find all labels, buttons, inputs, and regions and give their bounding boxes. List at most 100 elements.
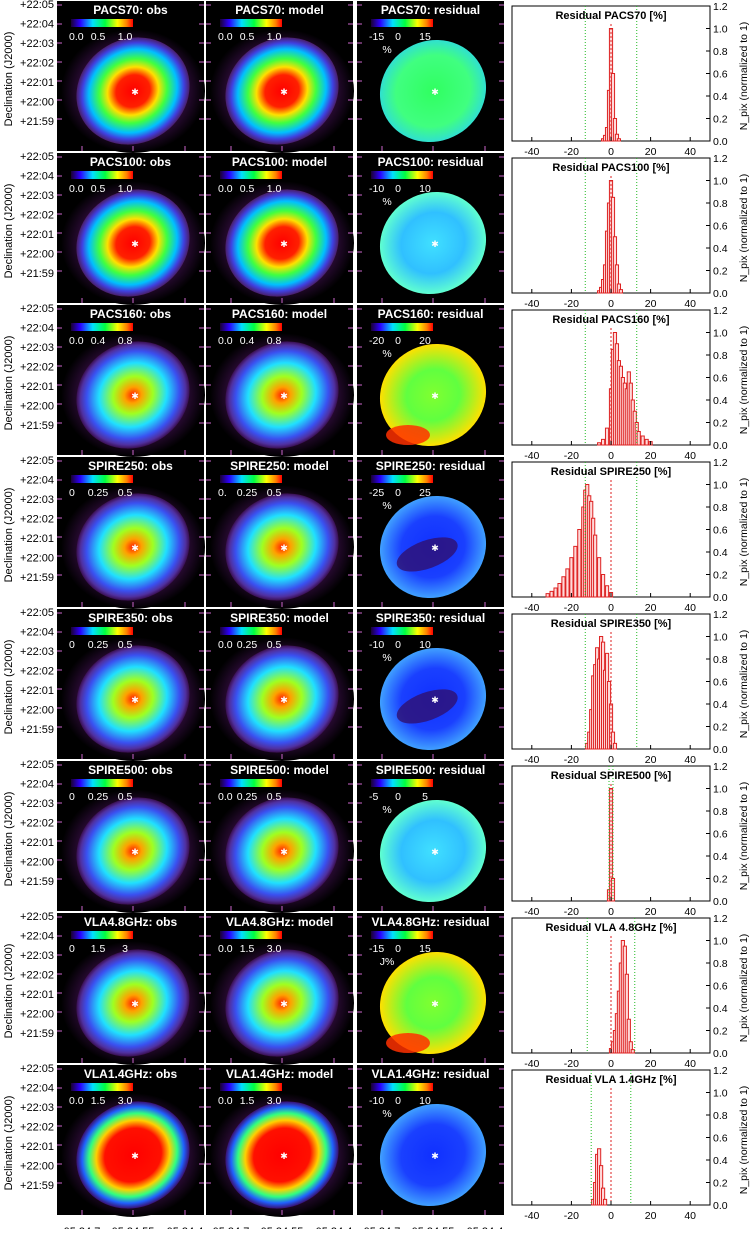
dec-axis-label: Declination (J2000) xyxy=(3,1096,15,1191)
colorbar-tick-label: -10 xyxy=(369,1095,384,1107)
colorbar-tick-label: -5 xyxy=(369,791,378,803)
dec-tick-label: +22:01 xyxy=(20,1141,54,1153)
colorbar xyxy=(71,19,133,27)
histogram-ytick-label: 0.0 xyxy=(713,592,728,604)
panel-title: VLA1.4GHz: residual xyxy=(371,1067,489,1081)
panel-spire350-obs: ✱ SPIRE350: obs 0 0.25 0.5 xyxy=(57,609,205,761)
histogram-ytick-label: 1.2 xyxy=(713,153,728,165)
emission-map xyxy=(225,949,339,1057)
dec-tick-label: +22:03 xyxy=(20,342,54,354)
histogram-xtick-label: 40 xyxy=(684,146,696,158)
histogram-ylabel: N_pix (normalized to 1) xyxy=(738,934,750,1043)
histogram-ytick-label: 0.4 xyxy=(713,547,728,559)
colorbar-tick-label: 25 xyxy=(419,487,431,499)
center-marker: ✱ xyxy=(280,695,288,705)
dec-tick-label: +22:03 xyxy=(20,798,54,810)
histogram-xtick-label: -40 xyxy=(524,298,539,310)
center-marker: ✱ xyxy=(131,1151,139,1161)
colorbar-tick-label: 0.0 xyxy=(69,335,84,347)
histogram-ytick-label: 1.2 xyxy=(713,1065,728,1077)
panel-pacs160-obs: ✱ PACS160: obs 0.0 0.4 0.8 xyxy=(57,305,205,457)
dec-tick-label: +22:02 xyxy=(20,970,54,982)
dec-tick-label: +22:05 xyxy=(20,303,54,315)
colorbar-tick-label: 3.0 xyxy=(267,943,282,955)
histogram-ytick-label: 0.2 xyxy=(713,570,728,582)
panel-pacs160-residual: ✱ PACS160: residual -20 0 20% xyxy=(357,305,504,455)
panel-spire250-obs: ✱ SPIRE250: obs 0 0.25 0.5 xyxy=(57,457,205,609)
histogram-ytick-label: 1.2 xyxy=(713,305,728,317)
histogram-ytick-label: 0.2 xyxy=(713,114,728,126)
histogram-bar xyxy=(545,593,550,598)
histogram-xtick-label: 20 xyxy=(645,1210,657,1222)
center-marker: ✱ xyxy=(431,87,439,97)
panel-title: SPIRE250: model xyxy=(230,459,329,473)
histogram-ytick-label: 0.8 xyxy=(713,958,728,970)
residual-unit: % xyxy=(382,348,391,360)
histogram-bar xyxy=(565,568,570,598)
histogram-xtick-label: 20 xyxy=(645,298,657,310)
histogram-xtick-label: 20 xyxy=(645,450,657,462)
emission-map xyxy=(76,37,190,145)
histogram-ylabel: N_pix (normalized to 1) xyxy=(738,630,750,739)
colorbar-tick-label: 0.5 xyxy=(267,487,282,499)
histogram-title: Residual SPIRE350 [%] xyxy=(551,618,672,630)
colorbar-tick-label: 0.0 xyxy=(218,943,233,955)
panel-vla4.8ghz-model: ✱ VLA4.8GHz: model 0.0 1.5 3.0 xyxy=(206,913,354,1065)
dec-tick-label: +22:01 xyxy=(20,837,54,849)
dec-tick-label: +22:05 xyxy=(20,911,54,923)
colorbar xyxy=(371,931,433,939)
histogram-pacs100: Residual PACS100 [%] 0.0 0.2 0.4 0.6 0.8 1.0 1.… xyxy=(511,153,750,310)
histogram-bar xyxy=(630,1049,635,1054)
histogram-xtick-label: -20 xyxy=(564,146,579,158)
colorbar-tick-label: 0. xyxy=(218,487,227,499)
histogram-ytick-label: 0.4 xyxy=(713,699,728,711)
histogram-xtick-label: -20 xyxy=(564,298,579,310)
histogram-bar xyxy=(644,438,649,446)
dec-tick-label: +21:59 xyxy=(20,1028,54,1040)
dec-tick-label: +22:05 xyxy=(20,151,54,163)
emission-map xyxy=(379,951,487,1055)
colorbar-tick-label: 0 xyxy=(395,639,401,651)
center-marker: ✱ xyxy=(280,87,288,97)
dec-tick-label: +22:00 xyxy=(20,401,54,413)
dec-tick-label: +22:03 xyxy=(20,646,54,658)
histogram-bar xyxy=(618,289,623,294)
dec-tick-label: +21:59 xyxy=(20,724,54,736)
histogram-ytick-label: 0.4 xyxy=(713,91,728,103)
panel-title: VLA4.8GHz: obs xyxy=(84,915,178,929)
histogram-ylabel: N_pix (normalized to 1) xyxy=(738,782,750,891)
histogram-ylabel: N_pix (normalized to 1) xyxy=(738,1086,750,1195)
colorbar-tick-label: 0.0 xyxy=(218,335,233,347)
colorbar-tick-label: 0.5 xyxy=(240,31,255,43)
colorbar xyxy=(71,627,133,635)
dec-tick-label: +22:03 xyxy=(20,190,54,202)
histogram-ytick-label: 1.0 xyxy=(713,480,728,492)
colorbar xyxy=(371,19,433,27)
colorbar xyxy=(220,19,282,27)
colorbar-tick-label: 0.25 xyxy=(88,639,109,651)
histogram-bar xyxy=(604,585,610,598)
histogram-ytick-label: 0.6 xyxy=(713,1133,728,1145)
panel-pacs100-model: ✱ PACS100: model 0.0 0.5 1.0 xyxy=(206,153,354,305)
colorbar xyxy=(71,475,133,483)
histogram-title: Residual VLA 4.8GHz [%] xyxy=(545,922,676,934)
dec-tick-label: +22:01 xyxy=(20,685,54,697)
histogram-spire350: Residual SPIRE350 [%] 0.0 0.2 0.4 0.6 0.8 1.0 1… xyxy=(511,609,750,766)
dec-axis-label: Declination (J2000) xyxy=(3,184,15,279)
residual-excess xyxy=(386,425,430,445)
histogram-xtick-label: 0 xyxy=(608,1058,614,1070)
center-marker: ✱ xyxy=(280,847,288,857)
dec-tick-label: +22:04 xyxy=(20,475,54,487)
dec-tick-label: +22:02 xyxy=(20,818,54,830)
histogram-title: Residual PACS160 [%] xyxy=(552,314,670,326)
panel-title: SPIRE500: model xyxy=(230,763,329,777)
panel-title: VLA4.8GHz: model xyxy=(226,915,333,929)
histogram-bar xyxy=(640,435,645,446)
colorbar-tick-label: 15 xyxy=(419,31,431,43)
colorbar xyxy=(371,475,433,483)
histogram-vla4.8ghz: Residual VLA 4.8GHz [%] 0.0 0.2 0.4 0.6 0.8 1.… xyxy=(511,913,750,1070)
dec-tick-label: +22:02 xyxy=(20,210,54,222)
colorbar-tick-label: 3 xyxy=(122,943,128,955)
panel-title: VLA4.8GHz: residual xyxy=(371,915,489,929)
